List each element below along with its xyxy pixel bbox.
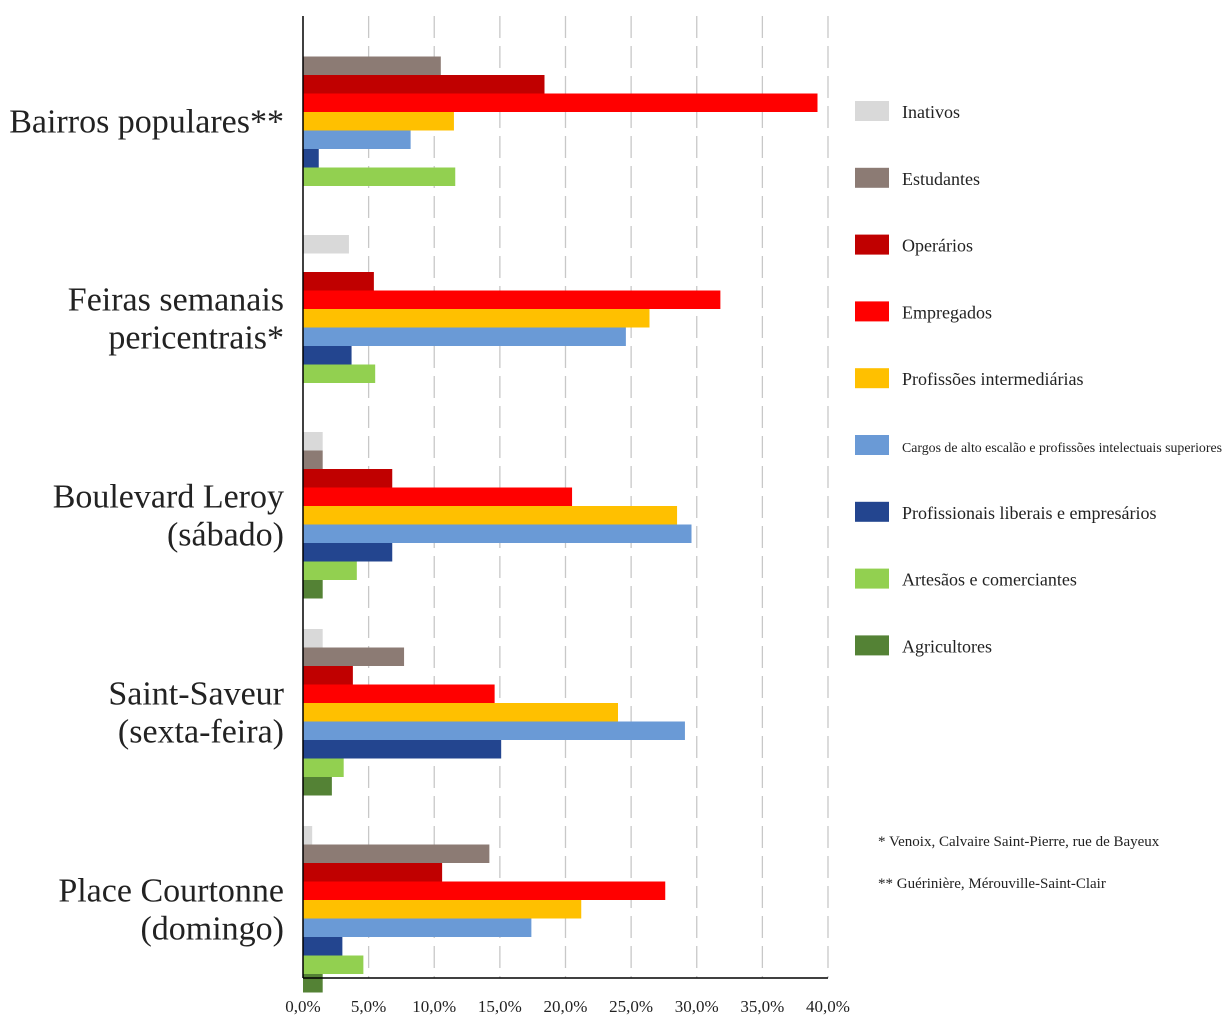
note-1: * Venoix, Calvaire Saint-Pierre, rue de … bbox=[878, 834, 1160, 850]
bar bbox=[303, 844, 490, 863]
bar bbox=[303, 955, 364, 974]
x-tick-label: 25,0% bbox=[609, 997, 653, 1016]
bar bbox=[303, 469, 393, 488]
legend-label: Empregados bbox=[902, 302, 992, 322]
legend: Inativos Estudantes Operários Empregados Pro… bbox=[855, 101, 1222, 656]
bar bbox=[303, 487, 573, 506]
bar bbox=[303, 75, 545, 94]
bar bbox=[303, 235, 349, 254]
bar bbox=[303, 666, 353, 685]
x-tick-label: 0,0% bbox=[285, 997, 320, 1016]
bar bbox=[303, 900, 582, 919]
legend-label: Artesãos e comerciantes bbox=[902, 570, 1077, 590]
bar bbox=[303, 432, 323, 451]
bar bbox=[303, 272, 374, 291]
bar bbox=[303, 918, 532, 937]
bar bbox=[303, 580, 323, 599]
bar bbox=[303, 130, 411, 149]
bar bbox=[303, 721, 685, 740]
legend-label: Operários bbox=[902, 236, 973, 256]
legend-label: Inativos bbox=[902, 102, 960, 122]
bar bbox=[303, 149, 319, 168]
bar bbox=[303, 167, 456, 186]
bar bbox=[303, 937, 343, 956]
bars bbox=[303, 56, 818, 993]
x-tick-label: 20,0% bbox=[544, 997, 588, 1016]
category-label: (sábado) bbox=[167, 516, 284, 553]
legend-label: Agricultores bbox=[902, 636, 992, 656]
legend-swatch bbox=[855, 635, 889, 656]
x-tick-label: 40,0% bbox=[806, 997, 850, 1016]
bar bbox=[303, 346, 352, 365]
bar bbox=[303, 327, 626, 346]
x-tick-label: 35,0% bbox=[740, 997, 784, 1016]
legend-swatch bbox=[855, 234, 889, 255]
category-label: Feiras semanais bbox=[68, 281, 284, 318]
category-label: Place Courtonne bbox=[58, 872, 284, 909]
legend-swatch bbox=[855, 501, 889, 522]
legend-swatch bbox=[855, 167, 889, 188]
bar bbox=[303, 758, 344, 777]
x-tick-labels: 0,0% 5,0% 10,0% 15,0% 20,0% 25,0% 30,0% 35,0% 40… bbox=[285, 997, 850, 1016]
bar bbox=[303, 777, 332, 796]
category-label: Boulevard Leroy bbox=[53, 478, 284, 515]
bar bbox=[303, 684, 495, 703]
category-label: Saint-Saveur bbox=[108, 675, 284, 712]
legend-swatch bbox=[855, 301, 889, 322]
category-label: (sexta-feira) bbox=[118, 713, 284, 750]
bar bbox=[303, 93, 818, 112]
legend-swatch bbox=[855, 101, 889, 121]
legend-label: Cargos de alto escalão e profissões inte… bbox=[902, 441, 1222, 456]
legend-swatch bbox=[855, 568, 889, 589]
bar bbox=[303, 450, 323, 469]
notes: * Venoix, Calvaire Saint-Pierre, rue de … bbox=[878, 834, 1160, 892]
bar bbox=[303, 290, 721, 309]
category-label: Bairros populares** bbox=[9, 103, 284, 140]
bar bbox=[303, 826, 313, 845]
bar bbox=[303, 703, 618, 722]
bar bbox=[303, 974, 323, 993]
bar bbox=[303, 112, 454, 131]
bar bbox=[303, 524, 692, 543]
category-labels: Bairros populares** Feiras semanaisperice… bbox=[9, 103, 284, 947]
x-tick-label: 5,0% bbox=[351, 997, 386, 1016]
bar bbox=[303, 647, 405, 666]
bar bbox=[303, 863, 443, 882]
legend-swatch bbox=[855, 435, 889, 455]
x-tick-label: 30,0% bbox=[675, 997, 719, 1016]
note-2: ** Guérinière, Mérouville-Saint-Clair bbox=[878, 876, 1106, 892]
legend-label: Profissionais liberais e empresários bbox=[902, 503, 1156, 523]
bar bbox=[303, 506, 678, 525]
legend-label: Profissões intermediárias bbox=[902, 369, 1083, 389]
bar bbox=[303, 881, 666, 900]
legend-swatch bbox=[855, 368, 889, 389]
bar bbox=[303, 629, 323, 648]
bar bbox=[303, 561, 357, 580]
x-tick-label: 15,0% bbox=[478, 997, 522, 1016]
bar bbox=[303, 56, 441, 75]
x-tick-label: 10,0% bbox=[412, 997, 456, 1016]
bar bbox=[303, 543, 393, 562]
legend-label: Estudantes bbox=[902, 169, 980, 189]
bar bbox=[303, 364, 376, 383]
bar bbox=[303, 740, 502, 759]
category-label: (domingo) bbox=[140, 910, 284, 947]
bar bbox=[303, 309, 650, 328]
category-label: pericentrais* bbox=[108, 319, 284, 356]
